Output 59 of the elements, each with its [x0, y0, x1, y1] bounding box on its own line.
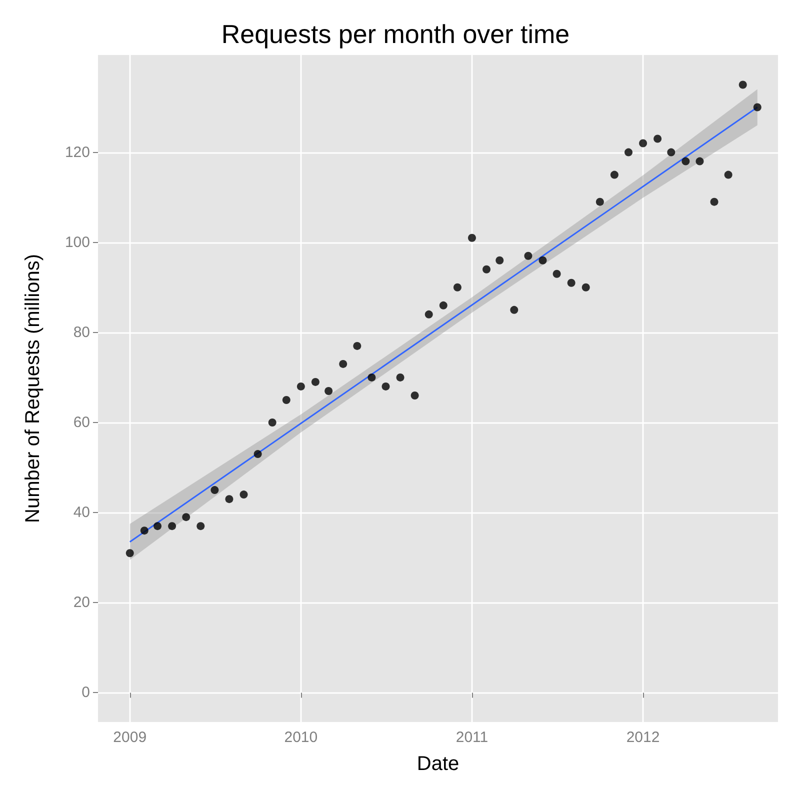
point: [738, 80, 747, 89]
x-tick-label: 2011: [456, 729, 488, 746]
point: [353, 342, 362, 350]
point: [724, 170, 732, 179]
point: [453, 283, 462, 292]
point: [582, 283, 590, 292]
point: [368, 373, 376, 382]
point: [510, 306, 518, 314]
point: [154, 522, 162, 530]
point: [254, 450, 262, 458]
point: [567, 278, 576, 287]
point: [439, 301, 448, 310]
point: [682, 157, 690, 166]
y-tick-label: 120: [64, 144, 90, 161]
point: [126, 549, 134, 558]
point: [468, 234, 476, 242]
chart-title: Requests per month over time: [221, 19, 570, 49]
point: [311, 378, 320, 386]
y-axis-title: Number of Requests (millions): [22, 254, 44, 523]
point: [424, 310, 433, 318]
y-tick-label: 20: [73, 594, 90, 612]
point: [182, 513, 190, 522]
point: [639, 139, 648, 148]
point: [339, 360, 348, 368]
point: [396, 373, 404, 382]
y-tick-label: 80: [73, 324, 90, 341]
point: [296, 382, 305, 390]
point: [696, 157, 704, 166]
point: [382, 382, 390, 390]
point: [410, 391, 419, 400]
point: [524, 252, 532, 260]
point: [496, 256, 504, 264]
point: [610, 170, 618, 179]
point: [552, 270, 561, 278]
point: [268, 418, 276, 426]
point: [196, 522, 205, 530]
point: [596, 198, 604, 206]
y-tick-label: 100: [64, 234, 90, 251]
point: [654, 134, 662, 143]
y-tick-label: 40: [73, 504, 90, 522]
x-tick-label: 2012: [626, 729, 660, 746]
x-axis-title: Date: [416, 753, 460, 775]
point: [282, 396, 290, 404]
point: [482, 265, 491, 274]
point: [240, 490, 248, 499]
point: [225, 495, 234, 504]
y-tick-label: 60: [73, 414, 90, 432]
point: [667, 148, 676, 156]
point: [624, 148, 633, 156]
point: [140, 526, 148, 535]
point: [538, 256, 547, 264]
x-tick-label: 2010: [284, 729, 318, 746]
point: [324, 386, 333, 395]
x-tick-label: 2009: [113, 729, 147, 746]
point: [710, 198, 718, 206]
point: [753, 103, 762, 112]
y-tick-label: 0: [82, 684, 90, 702]
point: [210, 486, 219, 494]
point: [168, 522, 176, 530]
